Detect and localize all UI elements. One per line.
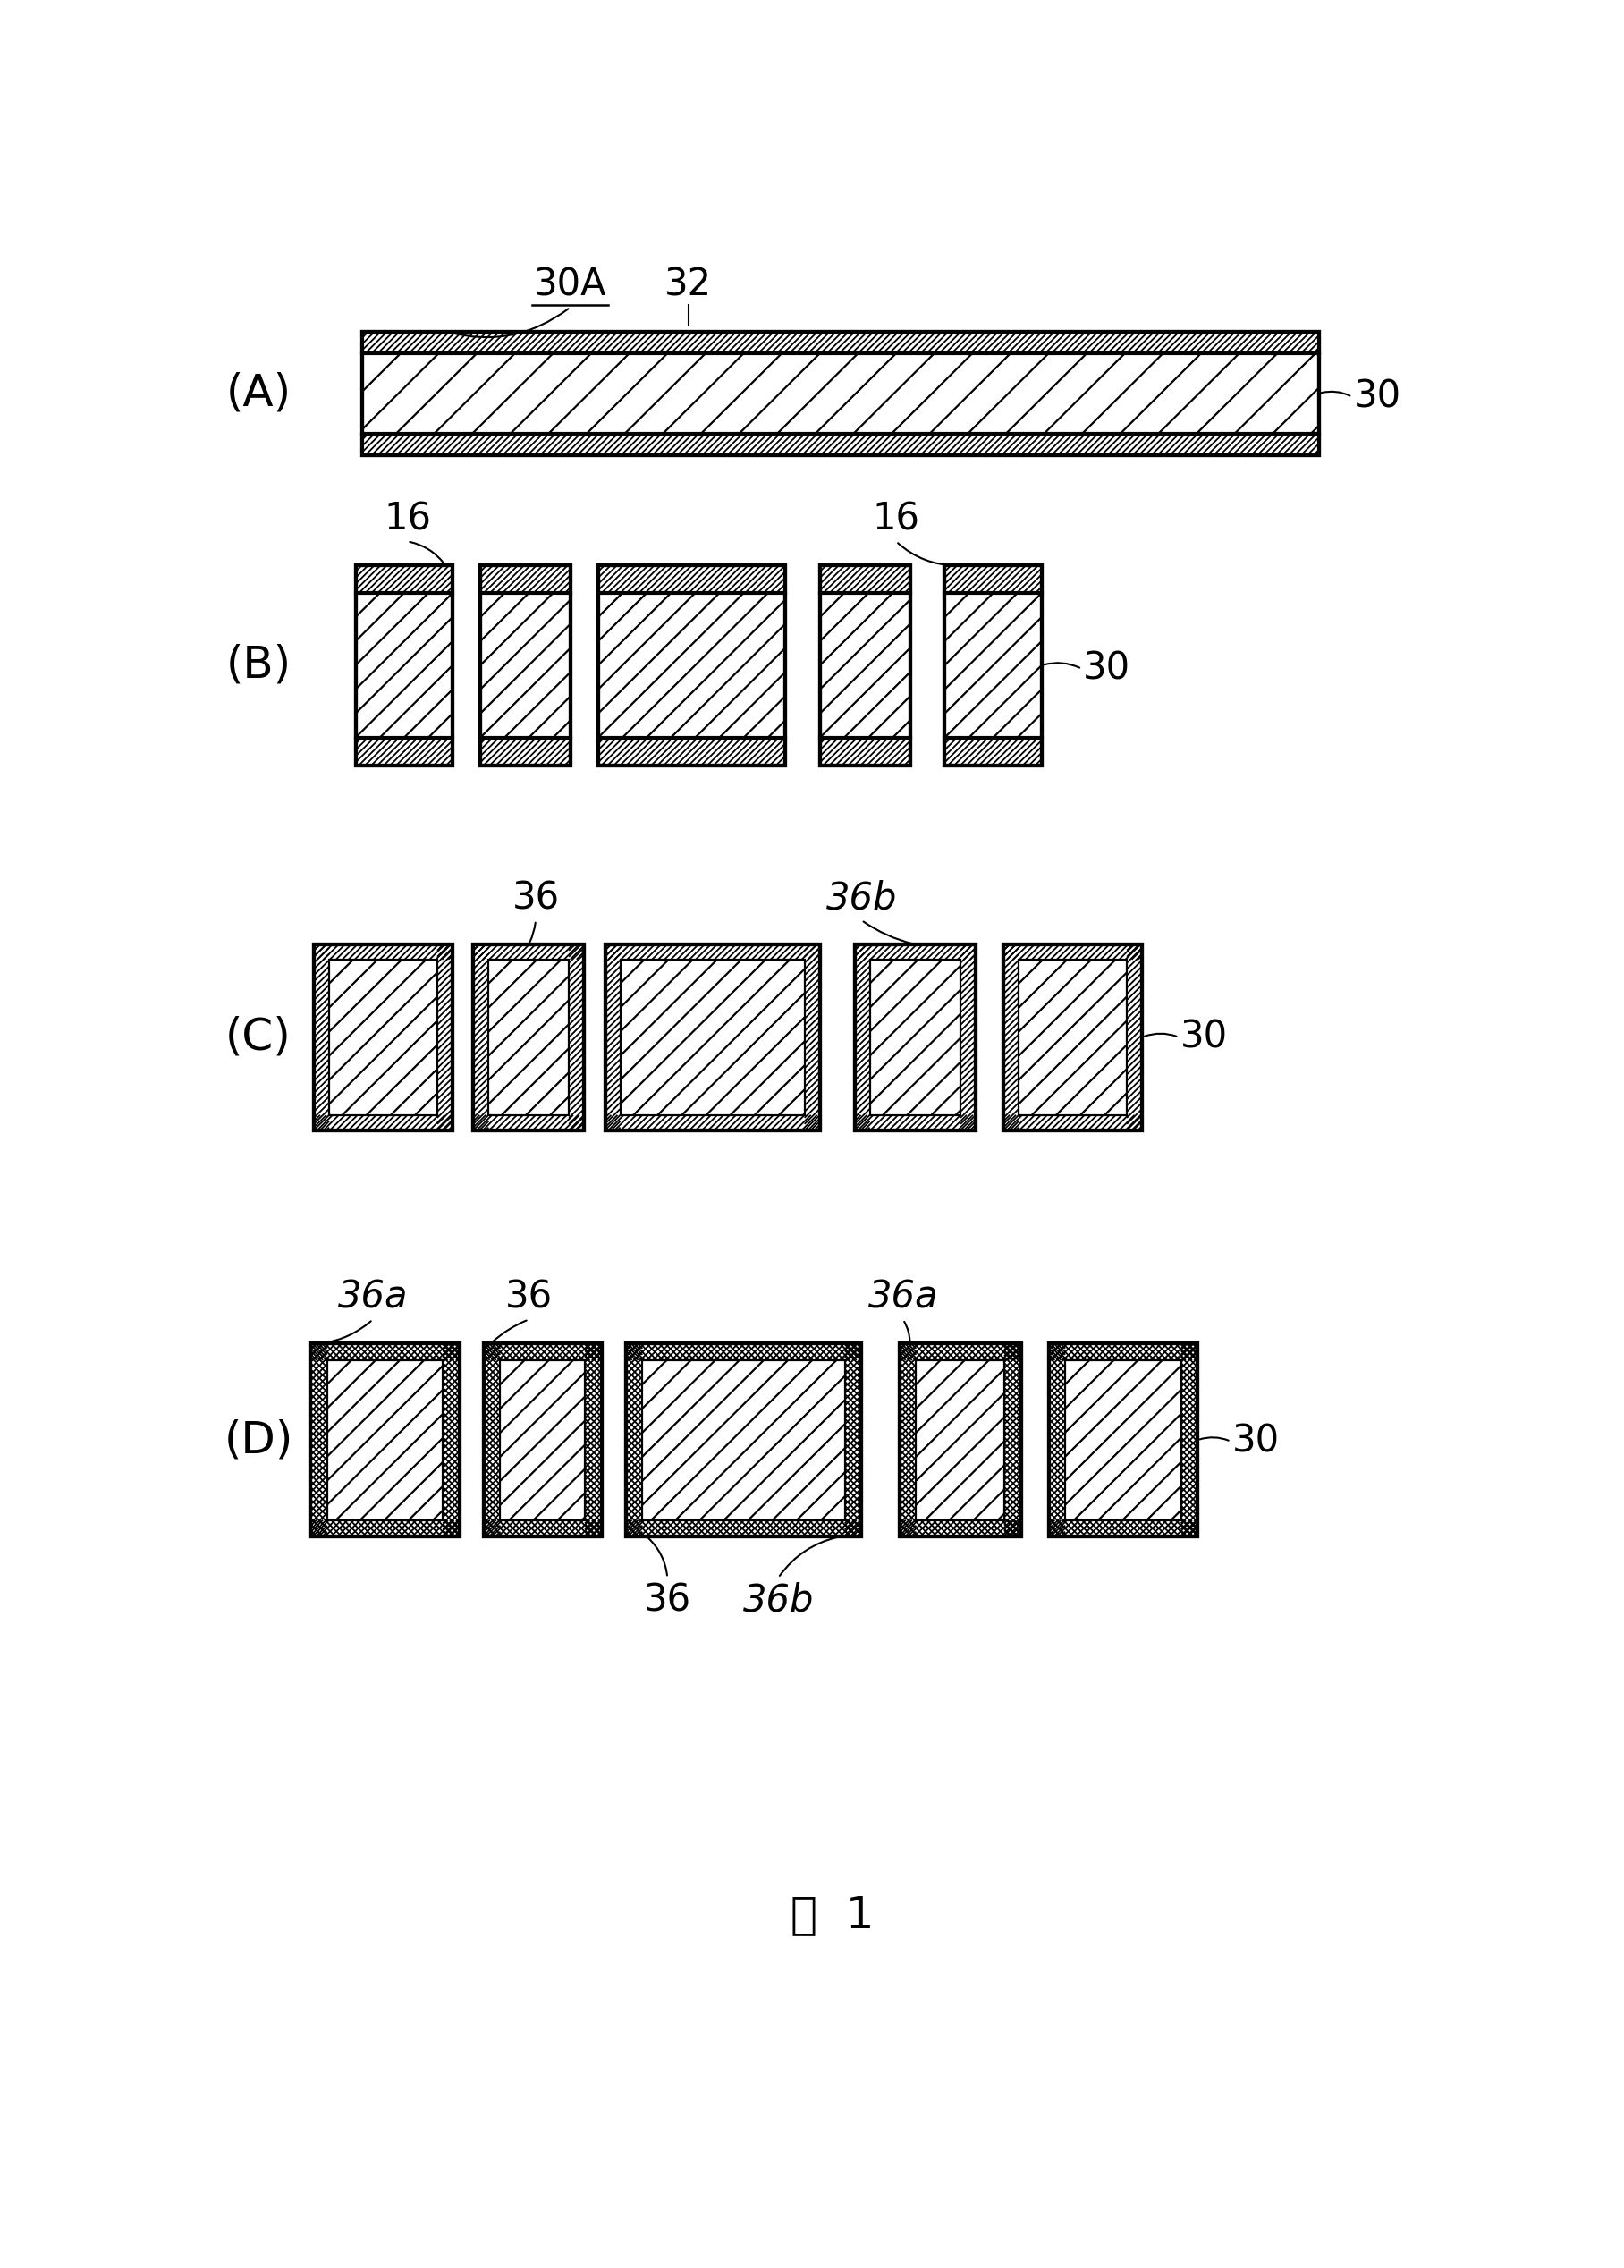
Bar [1065, 1361, 1181, 1520]
Text: 16: 16 [872, 501, 919, 538]
Bar [1049, 1343, 1197, 1535]
Bar [481, 565, 570, 764]
Bar [820, 565, 909, 764]
Bar [473, 943, 585, 1129]
Bar [362, 331, 1319, 456]
Bar [1018, 959, 1127, 1116]
Text: 30: 30 [1083, 651, 1130, 687]
Bar [900, 1343, 1021, 1535]
Text: (C): (C) [226, 1016, 291, 1059]
Bar [820, 565, 909, 764]
Bar [310, 1343, 460, 1535]
Text: 32: 32 [664, 265, 711, 304]
Bar [606, 943, 820, 1129]
Bar [362, 331, 1319, 456]
Bar [484, 1343, 601, 1535]
Bar [598, 565, 784, 764]
Text: (D): (D) [224, 1418, 292, 1461]
Text: 36a: 36a [338, 1279, 408, 1315]
Bar [330, 959, 437, 1116]
Bar [1049, 1343, 1197, 1535]
Bar [620, 959, 804, 1116]
Bar [313, 943, 453, 1129]
Bar [484, 1343, 601, 1535]
Bar [356, 565, 453, 764]
Bar [473, 943, 585, 1129]
Text: 30: 30 [1353, 379, 1402, 415]
Bar [870, 959, 960, 1116]
Bar [598, 565, 784, 764]
Bar [945, 565, 1041, 764]
Bar [643, 1361, 844, 1520]
Bar [356, 565, 453, 764]
Bar [1004, 943, 1142, 1129]
Bar [310, 1343, 460, 1535]
Text: 图  1: 图 1 [791, 1894, 874, 1937]
Bar [362, 433, 1319, 456]
Bar [481, 565, 570, 764]
Text: 30A: 30A [534, 265, 607, 304]
Text: 30: 30 [1181, 1018, 1228, 1057]
Text: 16: 16 [383, 501, 430, 538]
Bar [916, 1361, 1004, 1520]
Bar [945, 565, 1041, 764]
Text: 36: 36 [643, 1581, 692, 1619]
Bar [313, 943, 453, 1129]
Text: 36: 36 [505, 1279, 552, 1315]
Text: 36a: 36a [867, 1279, 939, 1315]
Bar [362, 331, 1319, 354]
Bar [606, 943, 820, 1129]
Bar [900, 1343, 1021, 1535]
Bar [1004, 943, 1142, 1129]
Text: (B): (B) [226, 644, 291, 687]
Text: 30: 30 [1233, 1422, 1280, 1461]
Text: (A): (A) [226, 372, 291, 415]
Bar [326, 1361, 443, 1520]
Bar [854, 943, 976, 1129]
Bar [625, 1343, 861, 1535]
Bar [500, 1361, 585, 1520]
Bar [854, 943, 976, 1129]
Text: 36: 36 [512, 880, 559, 916]
Bar [489, 959, 568, 1116]
Bar [625, 1343, 861, 1535]
Text: 36b: 36b [742, 1581, 814, 1619]
Text: 36b: 36b [827, 880, 896, 916]
